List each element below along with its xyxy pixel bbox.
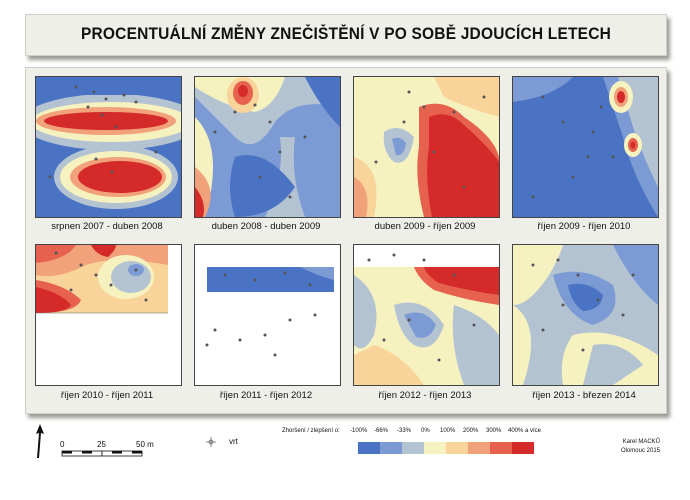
map-panel-4: [512, 76, 659, 218]
scale-tick-50: 50 m: [136, 440, 154, 449]
panel-label-8: říjen 2013 - březen 2014: [532, 390, 636, 401]
legend-value-2: -66%: [374, 428, 389, 434]
map-panel-5: [35, 244, 182, 386]
contour-map-3: [354, 77, 499, 217]
map-panel-6: [194, 244, 341, 386]
legend-swatch-6: [468, 442, 490, 454]
contour-map-5: [36, 245, 181, 385]
place-year: Olomouc 2015: [620, 448, 660, 454]
legend-swatch-8: [512, 442, 534, 454]
legend-value-3: -33%: [397, 428, 412, 434]
legend-value-1: -100%: [350, 428, 368, 434]
panel-label-5: říjen 2010 - říjen 2011: [60, 390, 154, 401]
author-credit: Karel MACKŮ: [622, 439, 660, 445]
panel-label-4: říjen 2009 - říjen 2010: [537, 221, 631, 232]
contour-map-8: [513, 245, 658, 385]
scale-bar-graphic: [61, 450, 143, 457]
contour-map-6: [195, 245, 340, 385]
north-arrow-icon: [36, 424, 44, 458]
scale-tick-25: 25: [97, 440, 106, 449]
panel-label-2: duben 2008 - duben 2009: [211, 221, 321, 232]
legend-value-7: 300%: [486, 428, 502, 434]
legend-swatch-4: [424, 442, 446, 454]
well-symbol-icon: [206, 437, 216, 447]
map-panel-8: [512, 244, 659, 386]
legend-swatch-1: [358, 442, 380, 454]
well-label: vrt: [229, 437, 238, 446]
contour-map-7: [354, 245, 499, 385]
panel-label-1: srpnen 2007 - duben 2008: [51, 221, 163, 232]
contour-map-4: [513, 77, 658, 217]
legend-value-5: 100%: [440, 428, 456, 434]
panel-label-6: říjen 2011 - říjen 2012: [219, 390, 313, 401]
map-panel-7: [353, 244, 500, 386]
map-panel-2: [194, 76, 341, 218]
legend-swatch-5: [446, 442, 468, 454]
panel-label-3: duben 2009 - říjen 2009: [374, 221, 476, 232]
map-panel-3: [353, 76, 500, 218]
legend-title: Zhoršení / zlepšení o:: [282, 428, 340, 434]
panel-label-7: říjen 2012 - říjen 2013: [378, 390, 472, 401]
legend-swatch-7: [490, 442, 512, 454]
title-bar: PROCENTUÁLNÍ ZMĚNY ZNEČIŠTĚNÍ V PO SOBĚ …: [25, 14, 667, 56]
legend-value-8: 400% a více: [508, 428, 542, 434]
legend-value-4: 0%: [421, 428, 430, 434]
map-title: PROCENTUÁLNÍ ZMĚNY ZNEČIŠTĚNÍ V PO SOBĚ …: [80, 25, 611, 44]
map-panel-1: [35, 76, 182, 218]
legend-value-6: 200%: [463, 428, 479, 434]
contour-map-1: [36, 77, 181, 217]
legend-swatch-3: [402, 442, 424, 454]
contour-map-2: [195, 77, 340, 217]
scale-tick-0: 0: [60, 440, 65, 449]
legend-swatch-2: [380, 442, 402, 454]
